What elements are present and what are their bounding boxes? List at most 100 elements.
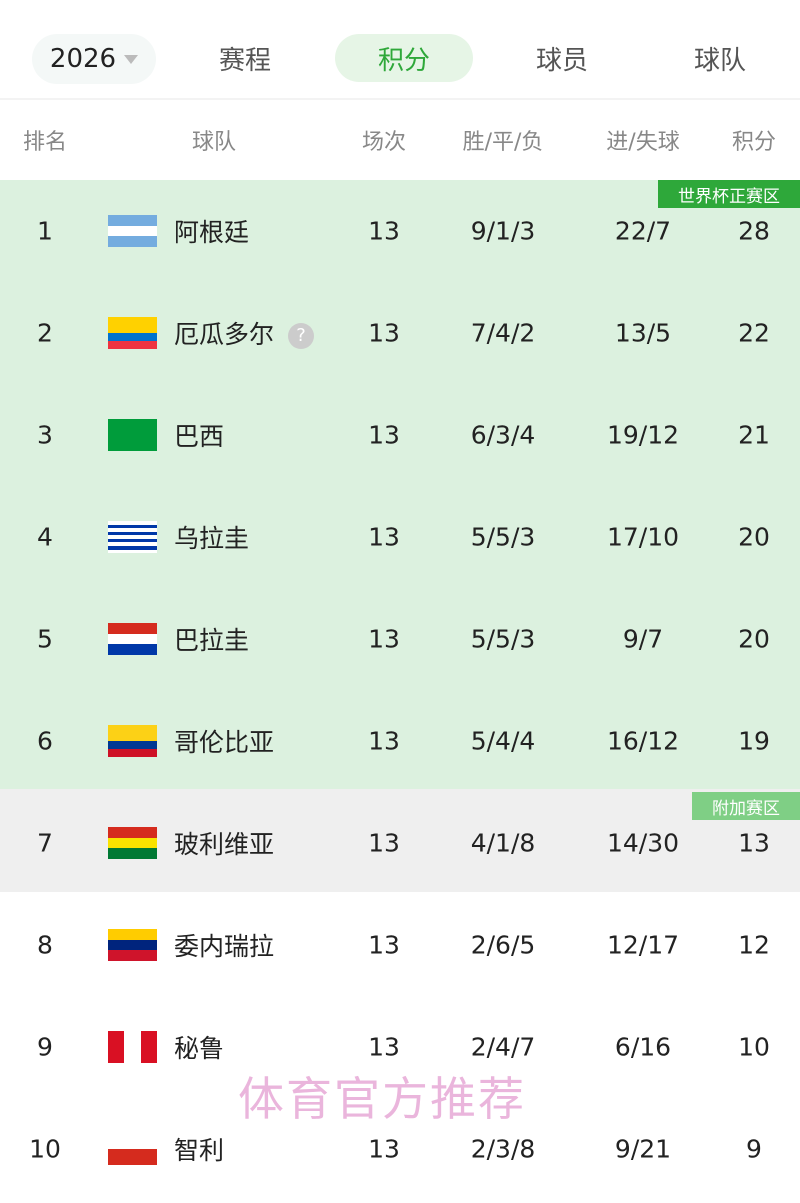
table-row[interactable]: 7 玻利维亚 13 4/1/8 14/30 13 bbox=[0, 792, 800, 894]
rank: 8 bbox=[37, 930, 53, 960]
team-flag-icon bbox=[108, 419, 157, 451]
team-name[interactable]: 玻利维亚 bbox=[174, 825, 274, 861]
played: 13 bbox=[368, 1032, 400, 1062]
team-flag-icon bbox=[108, 317, 157, 349]
played: 13 bbox=[368, 420, 400, 450]
team-name[interactable]: 阿根廷 bbox=[174, 213, 249, 249]
played: 13 bbox=[368, 726, 400, 756]
table-row[interactable]: 9 秘鲁 13 2/4/7 6/16 10 bbox=[0, 996, 800, 1098]
played: 13 bbox=[368, 216, 400, 246]
win-draw-loss: 7/4/2 bbox=[470, 318, 536, 348]
team-name[interactable]: 委内瑞拉 bbox=[174, 927, 274, 963]
win-draw-loss: 4/1/8 bbox=[470, 828, 536, 858]
team-flag-icon bbox=[108, 623, 157, 655]
goals-for-against: 13/5 bbox=[614, 318, 672, 348]
team-name[interactable]: 厄瓜多尔? bbox=[174, 315, 315, 351]
col-rank: 排名 bbox=[22, 130, 68, 155]
chevron-down-icon bbox=[124, 54, 139, 64]
season-selector[interactable]: 2026 bbox=[32, 34, 156, 84]
top-nav: 2026 赛程 积分 球员 球队 bbox=[0, 0, 800, 100]
goals-for-against: 9/21 bbox=[614, 1134, 672, 1164]
win-draw-loss: 5/4/4 bbox=[470, 726, 536, 756]
rank: 2 bbox=[37, 318, 53, 348]
help-icon[interactable]: ? bbox=[288, 323, 315, 349]
tab-standings[interactable]: 积分 bbox=[335, 34, 473, 82]
team-name-text: 乌拉圭 bbox=[174, 524, 250, 553]
team-name-text: 厄瓜多尔 bbox=[174, 320, 275, 349]
rank: 3 bbox=[37, 420, 53, 450]
played: 13 bbox=[368, 1134, 400, 1164]
team-name-text: 秘鲁 bbox=[174, 1034, 225, 1063]
win-draw-loss: 5/5/3 bbox=[470, 624, 536, 654]
table-row[interactable]: 2 厄瓜多尔? 13 7/4/2 13/5 22 bbox=[0, 282, 800, 384]
played: 13 bbox=[368, 930, 400, 960]
season-value: 2026 bbox=[49, 44, 117, 74]
team-name-text: 智利 bbox=[174, 1136, 225, 1165]
table-row[interactable]: 8 委内瑞拉 13 2/6/5 12/17 12 bbox=[0, 894, 800, 996]
goals-for-against: 9/7 bbox=[622, 624, 664, 654]
points: 19 bbox=[738, 726, 770, 756]
tab-schedule[interactable]: 赛程 bbox=[218, 45, 271, 76]
team-name-text: 阿根廷 bbox=[174, 218, 250, 247]
played: 13 bbox=[368, 318, 400, 348]
points: 22 bbox=[738, 318, 770, 348]
points: 28 bbox=[738, 216, 770, 246]
table-row[interactable]: 6 哥伦比亚 13 5/4/4 16/12 19 bbox=[0, 690, 800, 792]
team-name[interactable]: 智利 bbox=[174, 1131, 224, 1167]
rank: 9 bbox=[37, 1032, 53, 1062]
rank: 4 bbox=[37, 522, 53, 552]
team-name[interactable]: 秘鲁 bbox=[174, 1029, 224, 1065]
table-row[interactable]: 4 乌拉圭 13 5/5/3 17/10 20 bbox=[0, 486, 800, 588]
tab-teams[interactable]: 球队 bbox=[693, 45, 746, 76]
table-header: 排名 球队 场次 胜/平/负 进/失球 积分 bbox=[0, 100, 800, 180]
points: 9 bbox=[746, 1134, 762, 1164]
tab-players[interactable]: 球员 bbox=[535, 45, 588, 76]
team-name[interactable]: 乌拉圭 bbox=[174, 519, 249, 555]
points: 20 bbox=[738, 624, 770, 654]
col-played: 场次 bbox=[361, 130, 407, 155]
win-draw-loss: 2/6/5 bbox=[470, 930, 536, 960]
played: 13 bbox=[368, 624, 400, 654]
points: 21 bbox=[738, 420, 770, 450]
win-draw-loss: 2/3/8 bbox=[470, 1134, 536, 1164]
team-name[interactable]: 巴西 bbox=[174, 417, 224, 453]
team-name[interactable]: 巴拉圭 bbox=[174, 621, 249, 657]
team-name-text: 巴西 bbox=[174, 422, 225, 451]
goals-for-against: 12/17 bbox=[606, 930, 680, 960]
team-flag-icon bbox=[108, 827, 157, 859]
points: 12 bbox=[738, 930, 770, 960]
win-draw-loss: 9/1/3 bbox=[470, 216, 536, 246]
table-row[interactable]: 5 巴拉圭 13 5/5/3 9/7 20 bbox=[0, 588, 800, 690]
win-draw-loss: 6/3/4 bbox=[470, 420, 536, 450]
goals-for-against: 6/16 bbox=[614, 1032, 672, 1062]
team-flag-icon bbox=[108, 215, 157, 247]
table-row[interactable]: 10 智利 13 2/3/8 9/21 9 bbox=[0, 1098, 800, 1200]
rank: 10 bbox=[29, 1134, 61, 1164]
playoff-zone-badge: 附加赛区 bbox=[692, 792, 800, 820]
team-name-text: 玻利维亚 bbox=[174, 830, 275, 859]
team-name-text: 哥伦比亚 bbox=[174, 728, 275, 757]
table-row[interactable]: 3 巴西 13 6/3/4 19/12 21 bbox=[0, 384, 800, 486]
team-flag-icon bbox=[108, 1031, 157, 1063]
team-name[interactable]: 哥伦比亚 bbox=[174, 723, 274, 759]
win-draw-loss: 2/4/7 bbox=[470, 1032, 536, 1062]
playoff-zone: 附加赛区 bbox=[0, 789, 800, 892]
points: 20 bbox=[738, 522, 770, 552]
played: 13 bbox=[368, 522, 400, 552]
goals-for-against: 14/30 bbox=[606, 828, 680, 858]
world-cup-zone-badge: 世界杯正赛区 bbox=[658, 180, 800, 208]
table-row[interactable]: 1 阿根廷 13 9/1/3 22/7 28 bbox=[0, 180, 800, 282]
points: 13 bbox=[738, 828, 770, 858]
goals-for-against: 19/12 bbox=[606, 420, 680, 450]
world-cup-zone: 世界杯正赛区 bbox=[0, 180, 800, 789]
team-flag-icon bbox=[108, 1133, 157, 1165]
rank: 1 bbox=[37, 216, 53, 246]
col-wdl: 胜/平/负 bbox=[462, 130, 544, 155]
team-flag-icon bbox=[108, 521, 157, 553]
rank: 6 bbox=[37, 726, 53, 756]
goals-for-against: 17/10 bbox=[606, 522, 680, 552]
win-draw-loss: 5/5/3 bbox=[470, 522, 536, 552]
played: 13 bbox=[368, 828, 400, 858]
team-name-text: 巴拉圭 bbox=[174, 626, 250, 655]
rank: 5 bbox=[37, 624, 53, 654]
